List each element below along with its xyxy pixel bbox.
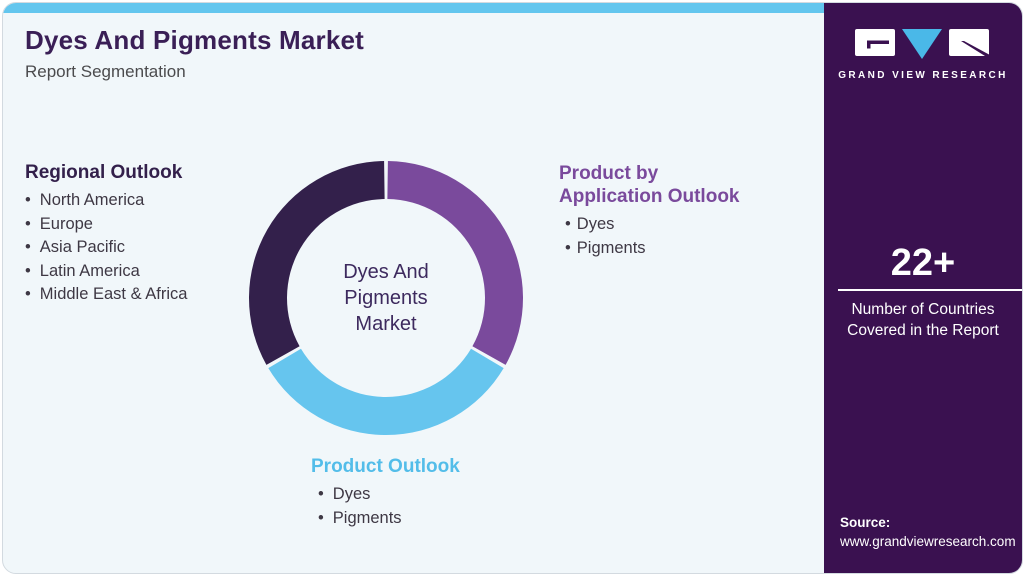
top-accent-bar [3,3,824,13]
donut-center-label: Dyes And Pigments Market [343,261,429,335]
list-item: Latin America [25,260,255,284]
list-item: Dyes [318,483,541,507]
source-url[interactable]: www.grandviewresearch.com [840,534,1016,549]
product-by-application-title: Product by Application Outlook [559,163,740,207]
product-outlook-title: Product Outlook [311,456,460,477]
stat-divider [838,289,1022,291]
product-outlook-list: DyesPigments [318,483,541,530]
list-item: Pigments [318,507,541,531]
list-item: Pigments [565,237,789,261]
stat-caption: Number of Countries Covered in the Repor… [847,301,999,339]
source-label: Source: [840,515,891,530]
header: Dyes And Pigments Market Report Segmenta… [25,25,364,82]
list-item: Europe [25,213,255,237]
product-by-application-section: Product by Application Outlook DyesPigme… [559,162,789,260]
brand-logo: GRAND VIEW RESEARCH [824,28,1022,81]
donut-chart: Dyes And Pigments Market [246,158,526,438]
donut-segment [268,348,504,436]
list-item: Middle East & Africa [25,283,255,307]
stat-value: 22+ [890,242,956,284]
list-item: Dyes [565,213,789,237]
gvr-logo-icon [855,29,989,59]
page-title: Dyes And Pigments Market [25,25,365,55]
list-item: Asia Pacific [25,236,255,260]
donut-svg [248,161,524,436]
list-item: North America [25,189,255,213]
page-subtitle: Report Segmentation [25,62,186,81]
regional-outlook-list: North AmericaEuropeAsia PacificLatin Ame… [25,189,255,307]
sidebar: GRAND VIEW RESEARCH 22+ Number of Countr… [824,3,1022,573]
regional-outlook-section: Regional Outlook North AmericaEuropeAsia… [25,161,255,307]
regional-outlook-title: Regional Outlook [25,162,183,183]
product-outlook-section: Product Outlook DyesPigments [311,455,541,530]
donut-segment [387,161,524,365]
countries-stat: 22+ Number of Countries Covered in the R… [824,243,1022,341]
donut-segment [248,161,385,365]
product-by-application-list: DyesPigments [565,213,789,260]
source-block: Source: www.grandviewresearch.com [840,515,1016,549]
brand-name: GRAND VIEW RESEARCH [838,70,1008,81]
